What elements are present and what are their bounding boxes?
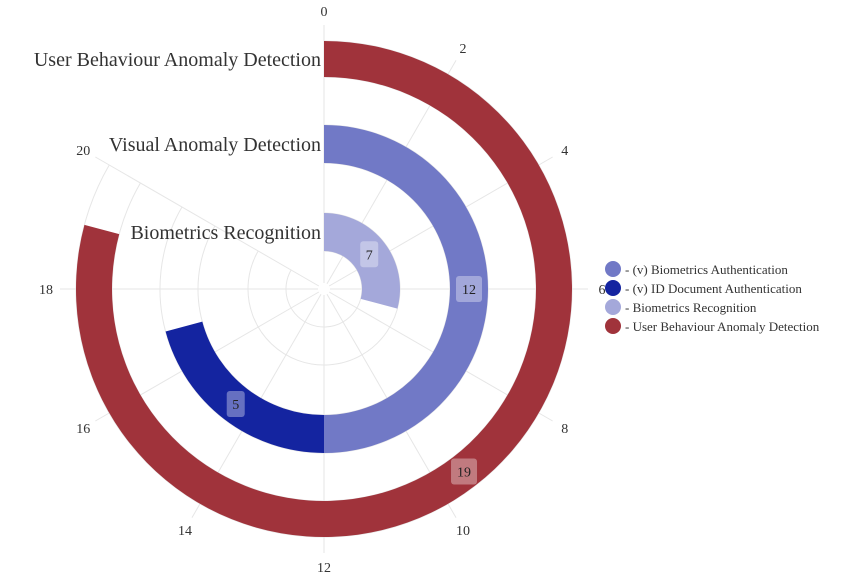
data-label: 12	[462, 283, 476, 298]
bars	[76, 41, 572, 537]
legend-label: - User Behaviour Anomaly Detection	[625, 319, 820, 334]
legend-item[interactable]: - (v) Biometrics Authentication	[605, 261, 788, 277]
category-label: Visual Anomaly Detection	[109, 134, 321, 156]
bar-segment[interactable]	[324, 125, 488, 453]
data-label: 19	[457, 465, 471, 480]
data-label: 7	[366, 248, 373, 263]
tick-label: 10	[456, 524, 470, 539]
tick-label: 4	[561, 144, 568, 159]
legend-marker	[605, 299, 621, 315]
tick-label: 18	[39, 283, 53, 298]
legend-marker	[605, 261, 621, 277]
tick-label: 8	[561, 422, 568, 437]
grid-spoke	[95, 156, 320, 287]
data-label-box	[456, 276, 482, 302]
tick-label: 16	[76, 422, 90, 437]
legend: - (v) Biometrics Authentication - (v) ID …	[605, 261, 820, 334]
tick-label: 14	[178, 524, 192, 539]
tick-label: 20	[76, 144, 90, 159]
tick-label: 12	[317, 561, 331, 576]
data-label-box	[360, 241, 379, 268]
data-label-box	[451, 458, 478, 485]
legend-marker	[605, 318, 621, 334]
bar-segment[interactable]	[324, 213, 400, 309]
legend-item[interactable]: - (v) ID Document Authentication	[605, 280, 802, 296]
legend-item[interactable]: - Biometrics Recognition	[605, 299, 757, 315]
data-label: 5	[232, 398, 239, 413]
legend-item[interactable]: - User Behaviour Anomaly Detection	[605, 318, 820, 334]
legend-label: - Biometrics Recognition	[625, 300, 757, 315]
tick-label: 6	[599, 283, 606, 298]
category-label: User Behaviour Anomaly Detection	[34, 49, 321, 71]
bar-segment[interactable]	[165, 321, 324, 453]
data-labels: 7 12 5 19	[226, 241, 482, 485]
legend-label: - (v) Biometrics Authentication	[625, 262, 788, 277]
tick-label: 0	[321, 5, 328, 20]
grid	[60, 25, 588, 553]
angular-axis-ticks: 0 2 4 6 8 10 12 14 16 18 20	[39, 5, 606, 576]
data-label-box	[226, 391, 245, 418]
category-label: Biometrics Recognition	[130, 222, 321, 244]
legend-label: - (v) ID Document Authentication	[625, 281, 802, 296]
tick-label: 2	[460, 42, 467, 57]
legend-marker	[605, 280, 621, 296]
category-labels: Biometrics Recognition Visual Anomaly Det…	[34, 49, 321, 244]
